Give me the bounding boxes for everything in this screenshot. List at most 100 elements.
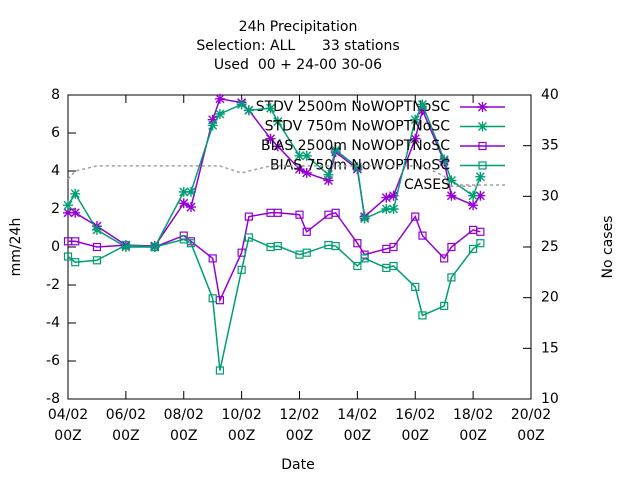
marker: [265, 133, 276, 144]
legend-label: BIAS 2500m NoWOPTNoSC: [261, 138, 450, 154]
marker: [477, 121, 488, 132]
marker: [411, 282, 420, 291]
y-tick-label: 8: [51, 87, 60, 103]
marker: [469, 244, 478, 253]
marker: [120, 242, 131, 252]
marker: [440, 301, 449, 310]
y-tick-label: 4: [51, 163, 60, 179]
marker: [70, 207, 81, 218]
series-line: [68, 211, 481, 303]
marker: [63, 252, 73, 261]
x-tick-label: 04/02 00Z: [48, 407, 88, 444]
x-axis-label: Date: [281, 457, 314, 473]
series-line: [67, 236, 481, 371]
legend-label: STDV 2500m NoWOPTNoSC: [256, 99, 451, 115]
marker: [476, 227, 485, 236]
marker: [381, 204, 392, 214]
marker: [417, 99, 428, 110]
marker: [185, 202, 196, 213]
chart-subtitle: Selection: ALL 33 stations: [196, 38, 399, 54]
marker: [418, 231, 427, 240]
marker: [150, 242, 159, 252]
y2-tick-label: 15: [541, 340, 559, 356]
x-tick-label: 20/02 00Z: [511, 407, 551, 444]
legend-label: CASES: [404, 177, 450, 193]
marker: [410, 114, 421, 125]
marker: [447, 242, 456, 252]
marker: [440, 254, 449, 263]
y-tick-label: 0: [51, 239, 60, 255]
marker: [302, 227, 311, 236]
marker: [121, 241, 130, 250]
marker: [294, 150, 305, 161]
legend-label: BIAS 750m NoWOPTNoSC: [270, 158, 450, 174]
marker: [418, 311, 427, 320]
marker: [468, 200, 479, 211]
marker: [410, 133, 421, 144]
chart-title: 24h Precipitation: [239, 19, 358, 35]
legend-label: STDV 750m NoWOPTNoSC: [265, 119, 451, 135]
marker: [70, 188, 81, 199]
marker: [447, 273, 456, 282]
y2-tick-label: 30: [541, 188, 559, 204]
y-axis-label: mm/24h: [8, 218, 24, 277]
marker: [273, 208, 282, 217]
marker: [63, 200, 73, 211]
marker: [359, 213, 370, 224]
marker: [178, 198, 189, 209]
marker: [389, 242, 398, 252]
y-tick-label: -8: [46, 391, 60, 407]
marker: [207, 114, 218, 125]
marker: [92, 256, 102, 265]
marker: [302, 248, 311, 257]
y2-tick-label: 10: [541, 391, 559, 407]
y-tick-label: 2: [51, 201, 60, 217]
marker: [91, 224, 102, 235]
marker: [71, 258, 80, 267]
y-tick-label: 6: [51, 125, 60, 141]
marker: [215, 366, 225, 375]
x-tick-label: 08/02 00Z: [164, 407, 204, 444]
x-tick-label: 16/02 00Z: [395, 407, 435, 444]
marker: [214, 109, 225, 119]
marker: [331, 241, 340, 251]
marker: [186, 239, 196, 248]
marker: [388, 204, 399, 214]
y2-axis-label: No cases: [600, 216, 616, 279]
marker: [63, 207, 73, 218]
marker: [411, 212, 420, 221]
marker: [178, 186, 189, 197]
marker: [478, 161, 487, 170]
y-tick-label: -4: [46, 315, 60, 331]
marker: [92, 242, 102, 252]
marker: [353, 261, 362, 271]
marker: [272, 116, 283, 127]
marker: [236, 99, 247, 110]
y-tick-label: -2: [46, 277, 60, 293]
marker: [71, 237, 80, 246]
marker: [476, 239, 485, 248]
marker: [389, 261, 398, 271]
marker: [446, 175, 457, 186]
marker: [468, 190, 479, 201]
marker: [478, 141, 487, 151]
marker: [244, 212, 253, 221]
marker: [273, 241, 282, 251]
y2-tick-label: 35: [541, 138, 559, 154]
marker: [477, 102, 488, 112]
marker: [446, 190, 457, 201]
marker: [381, 192, 392, 203]
marker: [295, 210, 304, 219]
chart-subtitle: Used 00 + 24-00 30-06: [214, 57, 382, 73]
marker: [475, 190, 486, 201]
marker: [265, 103, 276, 114]
marker: [207, 120, 218, 131]
x-tick-label: 10/02 00Z: [221, 407, 261, 444]
marker: [208, 294, 217, 303]
x-tick-label: 18/02 00Z: [453, 407, 493, 444]
marker: [331, 208, 340, 217]
y-tick-label: -6: [46, 353, 60, 369]
marker: [185, 186, 196, 197]
marker: [417, 105, 428, 116]
marker: [360, 254, 369, 263]
